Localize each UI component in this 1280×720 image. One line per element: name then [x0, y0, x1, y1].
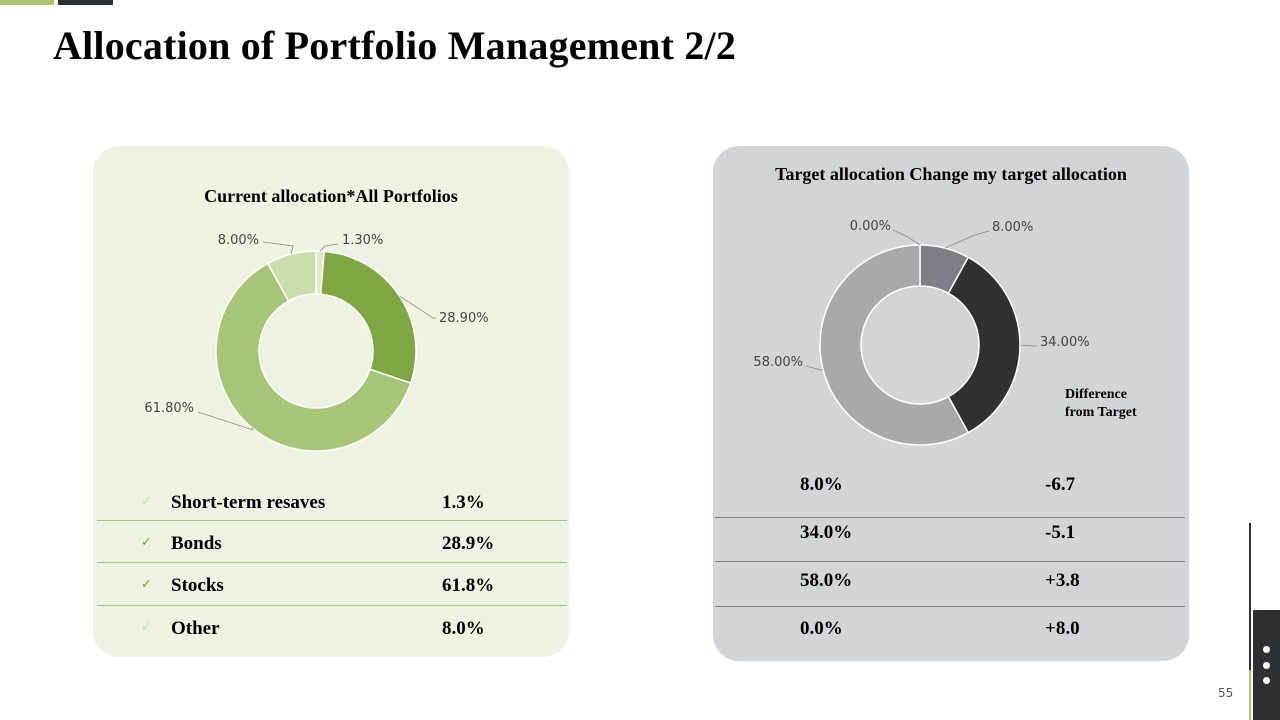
- list-item-stocks: ✓ Stocks 61.8%: [97, 567, 567, 609]
- page-number: 55: [1218, 686, 1234, 700]
- side-divider-line: [1249, 523, 1251, 720]
- current-allocation-donut: 1.30% 28.90% 61.80% 8.00%: [144, 233, 489, 452]
- check-icon: ✓: [141, 620, 152, 635]
- table-row: 34.0% -5.1: [713, 516, 1189, 560]
- check-icon: ✓: [141, 577, 152, 592]
- leader-line: [892, 229, 921, 246]
- donut-slice-other: [266, 250, 317, 303]
- check-icon: ✓: [141, 535, 152, 550]
- target-value: 0.0%: [800, 618, 843, 639]
- leader-line: [197, 411, 254, 431]
- current-allocation-panel: Current allocation*All Portfolios 1.30% 2…: [93, 146, 569, 657]
- donut-slice-stocks: [215, 262, 412, 452]
- table-row: 8.0% -6.7: [713, 468, 1189, 512]
- data-label: 28.90%: [439, 311, 489, 326]
- data-label: 8.00%: [992, 220, 1033, 235]
- leader-line: [1019, 344, 1037, 347]
- difference-label-line2: from Target: [1065, 405, 1137, 420]
- list-item-name: Short-term resaves: [171, 492, 326, 513]
- target-value: 8.0%: [800, 474, 843, 495]
- data-label: 1.30%: [342, 233, 383, 248]
- difference-value: -5.1: [1045, 522, 1076, 543]
- leader-line: [399, 295, 436, 319]
- table-row: 58.0% +3.8: [713, 564, 1189, 608]
- leader-line: [319, 243, 339, 252]
- leader-line: [805, 365, 824, 371]
- target-value: 58.0%: [800, 570, 853, 591]
- list-item-value: 8.0%: [442, 618, 485, 639]
- list-item-value: 61.8%: [442, 575, 495, 596]
- dot-icon: [1263, 646, 1270, 653]
- more-options-button[interactable]: [1253, 610, 1280, 720]
- list-item-name: Other: [171, 618, 220, 639]
- difference-value: +8.0: [1045, 618, 1080, 639]
- list-divider: [97, 520, 567, 521]
- side-accent-line: [1249, 670, 1251, 720]
- leader-line: [262, 241, 294, 255]
- target-allocation-panel: Target allocation Change my target alloc…: [713, 146, 1189, 661]
- data-label: 61.80%: [144, 401, 194, 416]
- page-title: Allocation of Portfolio Management 2/2: [53, 23, 737, 68]
- list-item-other: ✓ Other 8.0%: [97, 610, 567, 652]
- difference-value: -6.7: [1045, 474, 1076, 495]
- list-item-name: Stocks: [171, 575, 224, 596]
- table-row: 0.0% +8.0: [713, 612, 1189, 656]
- donut-slice-bonds: [319, 250, 417, 385]
- dot-icon: [1263, 662, 1270, 669]
- data-label: 34.00%: [1040, 335, 1090, 350]
- list-item-name: Bonds: [171, 533, 222, 554]
- data-label: 8.00%: [218, 233, 259, 248]
- check-icon: ✓: [141, 494, 152, 509]
- table-divider: [715, 517, 1185, 518]
- top-accent-bar-dark: [58, 0, 113, 5]
- difference-value: +3.8: [1045, 570, 1080, 591]
- difference-from-target-label: Difference from Target: [1065, 386, 1137, 422]
- list-divider: [97, 605, 567, 606]
- list-divider: [97, 562, 567, 563]
- list-item-value: 28.9%: [442, 533, 495, 554]
- dot-icon: [1263, 677, 1270, 684]
- difference-label-line1: Difference: [1065, 387, 1127, 402]
- current-allocation-title: Current allocation*All Portfolios: [204, 186, 458, 206]
- table-divider: [715, 606, 1185, 607]
- table-divider: [715, 561, 1185, 562]
- leader-line: [944, 230, 990, 249]
- target-allocation-donut: 8.00% 34.00% 58.00% 0.00%: [753, 219, 1090, 446]
- top-accent-bar-green: [0, 0, 54, 5]
- donut-slice-bonds: [947, 256, 1021, 434]
- donut-slice-stocks: [819, 244, 970, 446]
- target-allocation-title[interactable]: Target allocation Change my target alloc…: [775, 164, 1127, 184]
- target-value: 34.0%: [800, 522, 853, 543]
- list-item-value: 1.3%: [442, 492, 485, 513]
- data-label: 0.00%: [850, 219, 891, 234]
- list-item-bonds: ✓ Bonds 28.9%: [97, 525, 567, 567]
- data-label: 58.00%: [753, 355, 803, 370]
- list-item-short-term: ✓ Short-term resaves 1.3%: [97, 484, 567, 526]
